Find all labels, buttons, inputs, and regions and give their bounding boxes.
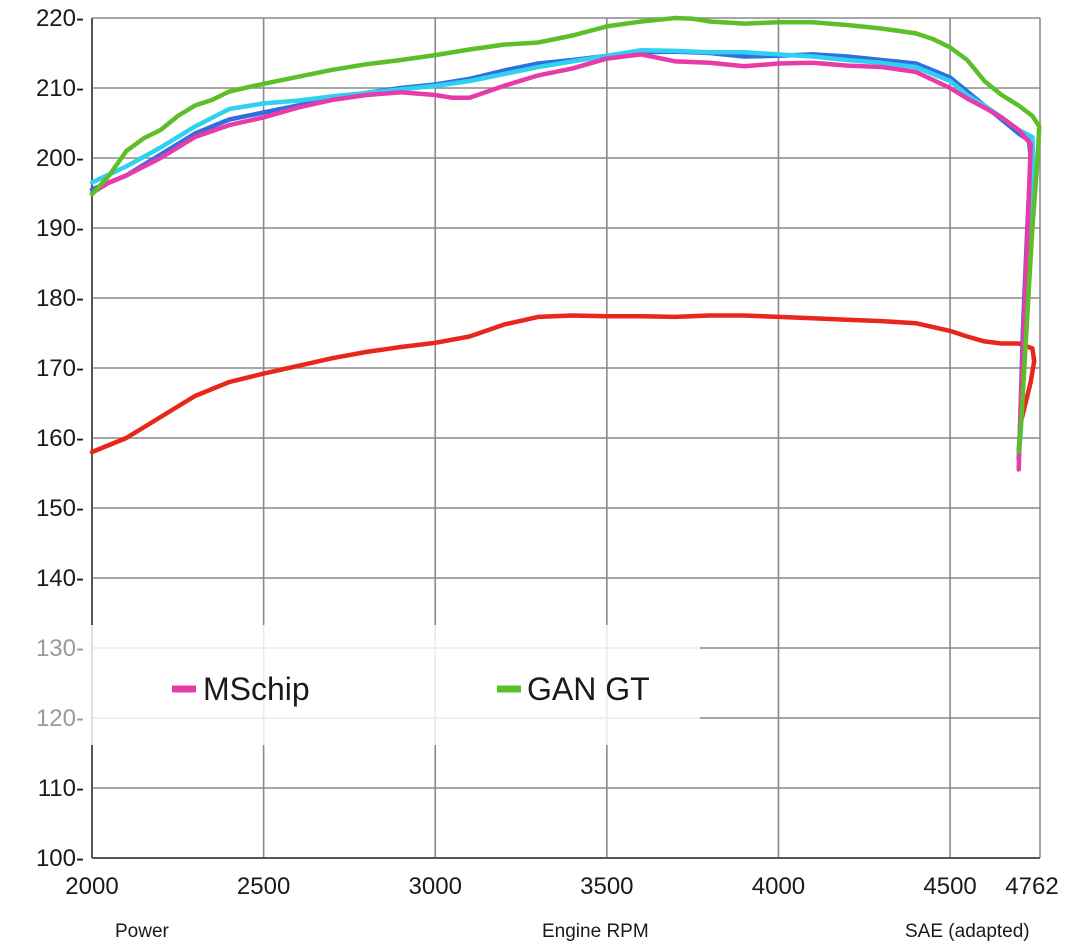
series-line-5 — [89, 15, 1042, 455]
y-tick-label-110: 110- — [38, 775, 84, 802]
x-tick-label-3000: 3000 — [409, 873, 462, 900]
x-tick-label-4762: 4762 — [1005, 873, 1058, 900]
y-tick-label-130: 130- — [36, 635, 84, 662]
series-line-2 — [89, 49, 1033, 462]
footer-right-label: SAE (adapted) — [905, 921, 1030, 942]
footer-left-label: Power — [115, 921, 170, 942]
x-tick-label-3500: 3500 — [580, 873, 633, 900]
y-tick-label-220: 220- — [36, 5, 84, 32]
y-tick-label-160: 160- — [36, 425, 84, 452]
y-tick-label-200: 200- — [36, 145, 84, 172]
y-tick-label-170: 170- — [36, 355, 84, 382]
legend-label-gan-gt: GAN GT — [527, 671, 650, 707]
x-tick-label-2000: 2000 — [65, 873, 118, 900]
y-tick-label-100: 100- — [36, 845, 84, 872]
legend-panel — [88, 625, 700, 745]
footer-center-label: Engine RPM — [542, 921, 649, 942]
y-tick-label-190: 190- — [36, 215, 84, 242]
y-tick-label-210: 210- — [36, 75, 84, 102]
x-tick-label-4000: 4000 — [752, 873, 805, 900]
y-tick-labels: 220- 210- 200- 190- 180- 170- 160- 150- 140- 130-… — [36, 5, 84, 872]
legend-label-mschip: MSchip — [203, 671, 310, 707]
legend: MSchip GAN GT — [172, 671, 650, 707]
x-tick-label-2500: 2500 — [237, 873, 290, 900]
y-tick-label-150: 150- — [36, 495, 84, 522]
y-tick-label-180: 180- — [36, 285, 84, 312]
series-line-3 — [89, 47, 1036, 455]
x-tick-labels: 2000 2500 3000 3500 4000 4500 4762 — [65, 873, 1058, 900]
footer-labels: Power Engine RPM SAE (adapted) — [115, 921, 1030, 942]
y-tick-label-140: 140- — [36, 565, 84, 592]
y-tick-label-120: 120- — [36, 705, 84, 732]
series-layer — [89, 15, 1042, 472]
x-tick-label-4500: 4500 — [923, 873, 976, 900]
series-line-1 — [89, 313, 1037, 455]
series-line-4 — [89, 52, 1033, 472]
